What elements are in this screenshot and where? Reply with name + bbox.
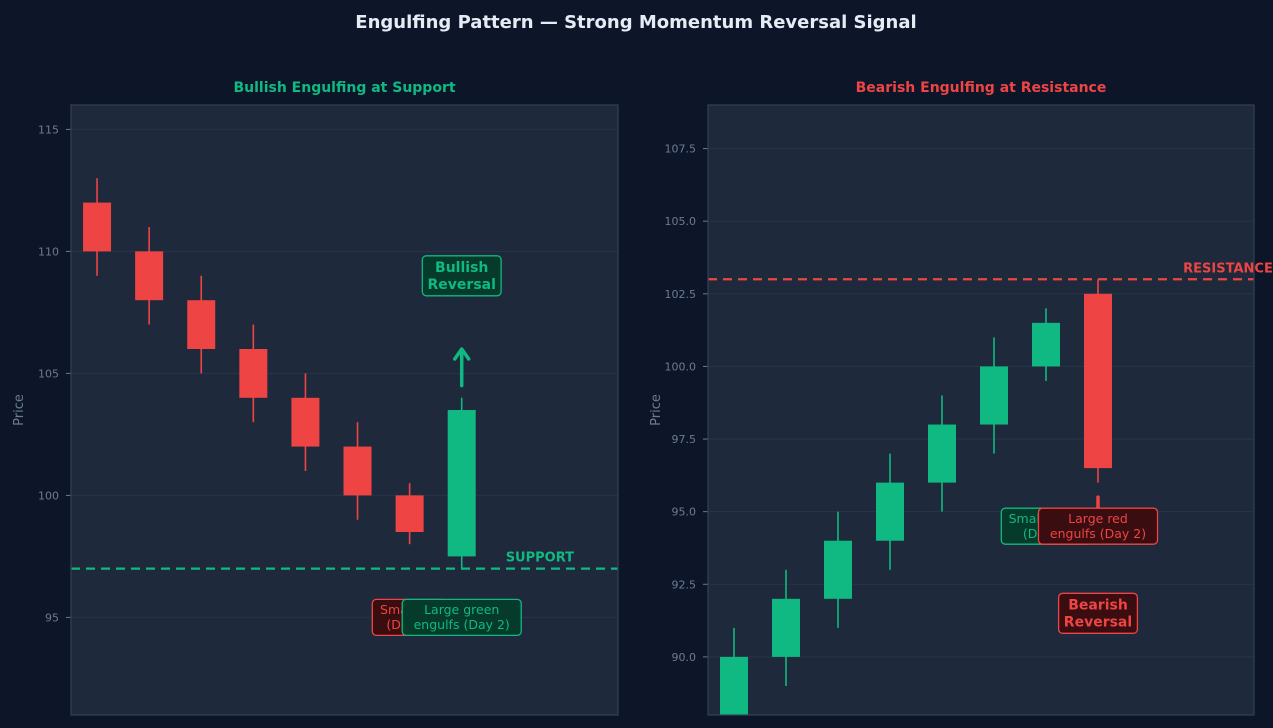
candle: [83, 178, 112, 276]
y-tick-label: 92.5: [672, 578, 697, 591]
reversal-label-line: Bearish: [1068, 598, 1128, 614]
candle: [772, 569, 800, 686]
candle: [343, 422, 372, 520]
candle-body: [187, 300, 216, 349]
reversal-label: Bullish Reversal: [421, 255, 502, 297]
candle-body: [980, 366, 1008, 425]
reversal-label: Bearish Reversal: [1057, 592, 1139, 634]
candle: [720, 627, 748, 715]
y-tick-label: 105: [38, 367, 59, 380]
reversal-label-text: Bullish Reversal: [428, 260, 496, 293]
annotation-text: Large green engulfs (Day 2): [414, 602, 510, 632]
candle-body: [824, 540, 852, 599]
candle-body: [1084, 293, 1112, 469]
candle-body: [772, 598, 800, 657]
reversal-label-text: Bearish Reversal: [1064, 598, 1132, 631]
annotation-box: [401, 598, 522, 637]
reversal-label-line: Reversal: [428, 277, 496, 293]
candle: [135, 227, 164, 325]
candle-body: [720, 656, 748, 715]
reversal-label-line: Bullish: [435, 260, 488, 276]
candle-body: [343, 446, 372, 496]
candle: [1084, 279, 1112, 483]
candle-body: [395, 495, 424, 532]
plot-content: [708, 148, 1254, 715]
annotation-box: [1037, 507, 1159, 545]
candle: [876, 453, 904, 570]
candle: [291, 373, 320, 471]
candle-body: [239, 349, 268, 398]
y-tick-label: 95: [45, 611, 59, 624]
candle-body: [291, 397, 320, 447]
annotation-line: engulfs (Day 2): [414, 617, 510, 632]
annotation: Large red engulfs (Day 2): [1037, 507, 1159, 545]
panel-title: Bullish Engulfing at Support: [233, 80, 455, 96]
candle-body: [928, 424, 956, 483]
candle: [187, 275, 216, 374]
annotation: Large green engulfs (Day 2): [401, 598, 522, 637]
plot-frame: [707, 104, 1255, 716]
annotation-line: Large green: [424, 602, 499, 617]
y-axis-label: Price: [12, 394, 27, 426]
reversal-label-line: Reversal: [1064, 615, 1132, 631]
plot-area: [71, 105, 618, 715]
level-label: SUPPORT: [506, 551, 574, 566]
y-tick-label: 105.0: [665, 215, 697, 228]
candle-body: [447, 410, 476, 557]
y-tick-label: 100: [38, 489, 59, 502]
annotation-line: engulfs (Day 2): [1050, 526, 1146, 541]
annotation-line: Large red: [1068, 511, 1128, 526]
candle-body: [1032, 322, 1060, 367]
reversal-label-box: [421, 255, 502, 297]
y-tick-label: 115: [38, 123, 59, 136]
plot-content: [71, 128, 618, 618]
y-axis-label: Price: [649, 394, 664, 426]
candle-body: [135, 251, 164, 301]
level-label: RESISTANCE: [1183, 261, 1273, 276]
y-tick-label: 107.5: [665, 143, 697, 156]
plot-frame: [70, 104, 619, 716]
y-tick-label: 95.0: [672, 506, 697, 519]
y-tick-label: 90.0: [672, 651, 697, 664]
annotation-text: Large red engulfs (Day 2): [1050, 511, 1146, 541]
figure-title: Engulfing Pattern — Strong Momentum Reve…: [355, 12, 916, 33]
candle-body: [83, 202, 112, 252]
candle: [824, 511, 852, 628]
candle-body: [876, 482, 904, 541]
panel-title: Bearish Engulfing at Resistance: [856, 80, 1107, 96]
candle: [239, 324, 268, 423]
candle: [395, 483, 424, 545]
chart-panel-1: 95 100 105 110 115 Bullish Engulfing at Suppo…: [12, 80, 619, 716]
y-tick-label: 100.0: [665, 360, 697, 373]
chart-panel-2: 90.0 92.5 95.0 97.5 100.0 102.5 105.0 107.5 Bear…: [649, 80, 1273, 716]
candle: [1032, 308, 1060, 381]
y-tick-label: 97.5: [672, 433, 697, 446]
reversal-label-box: [1057, 592, 1139, 634]
candle: [980, 337, 1008, 454]
candle: [447, 397, 476, 569]
y-tick-label: 102.5: [665, 288, 697, 301]
candle: [928, 395, 956, 512]
y-tick-label: 110: [38, 245, 59, 258]
arrow-head: [452, 347, 471, 361]
